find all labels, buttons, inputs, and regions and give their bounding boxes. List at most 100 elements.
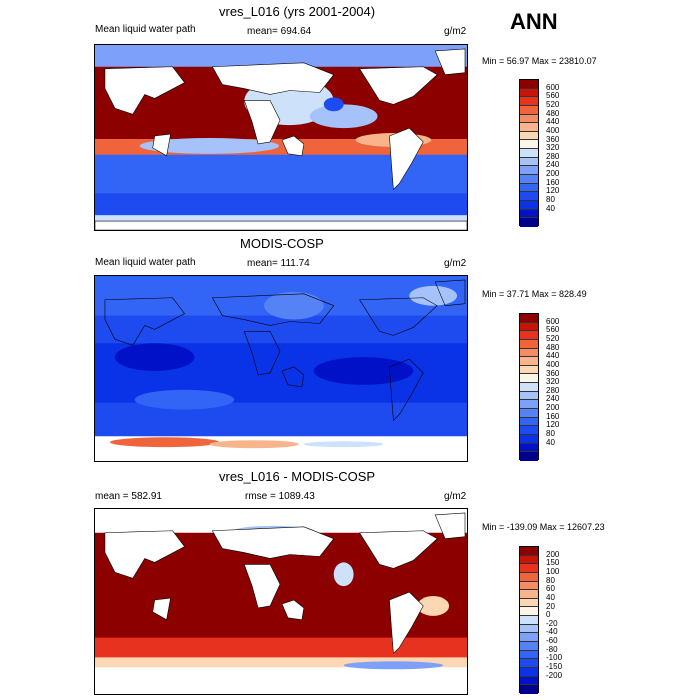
- mean-label: mean= 694.64: [247, 26, 312, 37]
- colorbar-tick-label: 200: [546, 169, 560, 179]
- colorbar-segment: [520, 676, 538, 686]
- colorbar-segment: [520, 667, 538, 677]
- colorbar-tick-label: 600: [546, 316, 560, 326]
- colorbar-segment: [520, 650, 538, 660]
- colorbar: [519, 79, 539, 227]
- colorbar-tick-label: 320: [546, 143, 560, 153]
- colorbar-tick-label: 60: [546, 584, 555, 594]
- colorbar-tick-label: 280: [546, 385, 560, 395]
- colorbar-segment: [520, 374, 538, 384]
- colorbar-tick-label: 20: [546, 601, 555, 611]
- colorbar-tick-label: 560: [546, 91, 560, 101]
- colorbar-tick-label: 600: [546, 82, 560, 92]
- colorbar-tick-label: 80: [546, 195, 555, 205]
- map-plot: [94, 44, 468, 231]
- colorbar-tick-label: 120: [546, 420, 560, 430]
- lwp-field-map: [95, 276, 467, 461]
- colorbar-tick-label: 40: [546, 437, 555, 447]
- colorbar-segment: [520, 642, 538, 651]
- colorbar-segment: [520, 331, 538, 340]
- colorbar-segment: [520, 149, 538, 158]
- colorbar-tick-label: 240: [546, 160, 560, 170]
- colorbar-segment: [520, 659, 538, 668]
- map-plot: [94, 275, 468, 462]
- panel-title: MODIS-COSP: [240, 236, 324, 251]
- colorbar-tick-label: 440: [546, 351, 560, 361]
- colorbar-tick-label: 40: [546, 592, 555, 602]
- variable-label: Mean liquid water path: [95, 257, 196, 268]
- colorbar-segment: [520, 200, 538, 210]
- colorbar-segment: [520, 365, 538, 375]
- colorbar-segment: [520, 114, 538, 124]
- colorbar-segment: [520, 581, 538, 591]
- colorbar-segment: [520, 131, 538, 141]
- colorbar-tick-label: 480: [546, 342, 560, 352]
- colorbar-segment: [520, 409, 538, 418]
- colorbar-segment: [520, 590, 538, 599]
- colorbar-segment: [520, 80, 538, 89]
- units-label: g/m2: [444, 258, 467, 269]
- colorbar-tick-label: -80: [546, 644, 558, 654]
- map-plot: [94, 508, 468, 695]
- colorbar-tick-label: 560: [546, 325, 560, 335]
- colorbar-tick-label: 440: [546, 117, 560, 127]
- colorbar-segment: [520, 572, 538, 582]
- colorbar-segment: [520, 166, 538, 176]
- colorbar-segment: [520, 339, 538, 349]
- colorbar-tick-label: -100: [546, 653, 563, 663]
- colorbar-tick-label: 0: [546, 610, 551, 620]
- colorbar-tick-label: -20: [546, 618, 558, 628]
- colorbar-segment: [520, 105, 538, 115]
- colorbar-segment: [520, 218, 538, 227]
- panel-title: vres_L016 - MODIS-COSP: [219, 469, 376, 484]
- colorbar-segment: [520, 209, 538, 219]
- colorbar-tick-label: 480: [546, 108, 560, 118]
- colorbar-segment: [520, 88, 538, 98]
- colorbar-segment: [520, 685, 538, 694]
- mean-label: mean = 582.91: [95, 491, 162, 502]
- colorbar-tick-label: 150: [546, 558, 560, 568]
- colorbar-segment: [520, 97, 538, 106]
- colorbar-tick-label: 200: [546, 549, 560, 559]
- colorbar-tick-label: -40: [546, 627, 558, 637]
- colorbar-segment: [520, 140, 538, 150]
- colorbar-segment: [520, 123, 538, 132]
- colorbar-segment: [520, 598, 538, 608]
- colorbar-segment: [520, 322, 538, 332]
- colorbar-tick-label: 360: [546, 368, 560, 378]
- colorbar-tick-label: 40: [546, 203, 555, 213]
- units-label: g/m2: [444, 491, 467, 502]
- colorbar-tick-label: 240: [546, 394, 560, 404]
- colorbar-tick-label: -150: [546, 662, 563, 672]
- minmax-label: Min = -139.09 Max = 12607.23: [482, 522, 605, 532]
- colorbar-tick-label: -60: [546, 636, 558, 646]
- colorbar-tick-label: 80: [546, 429, 555, 439]
- colorbar-segment: [520, 443, 538, 453]
- mean-label: mean= 111.74: [247, 258, 310, 269]
- rmse-label: rmse = 1089.43: [245, 491, 315, 502]
- minmax-label: Min = 37.71 Max = 828.49: [482, 289, 587, 299]
- colorbar-segment: [520, 400, 538, 410]
- colorbar-segment: [520, 175, 538, 184]
- colorbar-segment: [520, 192, 538, 201]
- colorbar-segment: [520, 357, 538, 366]
- colorbar-segment: [520, 348, 538, 358]
- colorbar-segment: [520, 183, 538, 193]
- colorbar-segment: [520, 624, 538, 634]
- colorbar-segment: [520, 314, 538, 323]
- colorbar-tick-label: 120: [546, 186, 560, 196]
- minmax-label: Min = 56.97 Max = 23810.07: [482, 56, 597, 66]
- colorbar-tick-label: 100: [546, 566, 560, 576]
- colorbar-segment: [520, 157, 538, 167]
- colorbar-tick-label: 160: [546, 177, 560, 187]
- colorbar-tick-label: 400: [546, 359, 560, 369]
- colorbar-tick-label: 520: [546, 99, 560, 109]
- colorbar-tick-label: 80: [546, 575, 555, 585]
- lwp-field-map: [95, 45, 467, 230]
- colorbar-segment: [520, 417, 538, 427]
- colorbar-segment: [520, 547, 538, 556]
- colorbar-segment: [520, 383, 538, 392]
- colorbar: [519, 313, 539, 461]
- colorbar-segment: [520, 426, 538, 435]
- colorbar-tick-label: 160: [546, 411, 560, 421]
